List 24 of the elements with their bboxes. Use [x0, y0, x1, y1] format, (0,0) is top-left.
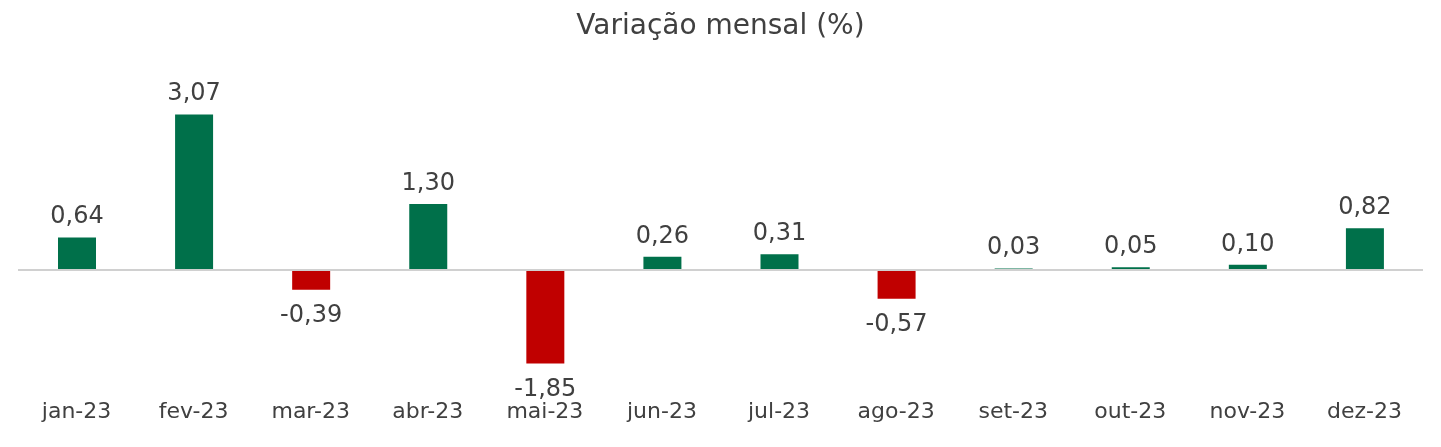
x-tick-label: out-23 [1094, 397, 1167, 423]
x-tick-label: fev-23 [158, 397, 229, 423]
data-label: 0,05 [1104, 231, 1158, 260]
data-label: 0,64 [50, 201, 104, 230]
data-label: 0,26 [635, 220, 690, 249]
x-tick-label: nov-23 [1209, 397, 1286, 423]
x-tick-label: jun-23 [625, 397, 697, 423]
x-tick-label: abr-23 [392, 397, 464, 423]
x-tick-label: dez-23 [1326, 397, 1402, 423]
data-label: 1,30 [401, 168, 455, 197]
data-label: 3,07 [167, 78, 221, 107]
x-tick-label: ago-23 [857, 397, 935, 423]
data-label: -0,39 [280, 299, 343, 328]
data-label: -1,85 [514, 373, 577, 402]
data-label: 0,31 [752, 218, 807, 247]
data-label: 0,82 [1338, 192, 1392, 221]
x-tick-label: mar-23 [271, 397, 350, 423]
chart-title: Variação mensal (%) [575, 8, 866, 43]
data-label: 0,10 [1221, 228, 1275, 257]
x-tick-label: jul-23 [746, 397, 811, 423]
data-label: 0,03 [986, 232, 1041, 261]
x-tick-label: jan-23 [40, 397, 112, 423]
x-tick-label: set-23 [978, 397, 1048, 423]
data-label: -0,57 [865, 308, 928, 337]
